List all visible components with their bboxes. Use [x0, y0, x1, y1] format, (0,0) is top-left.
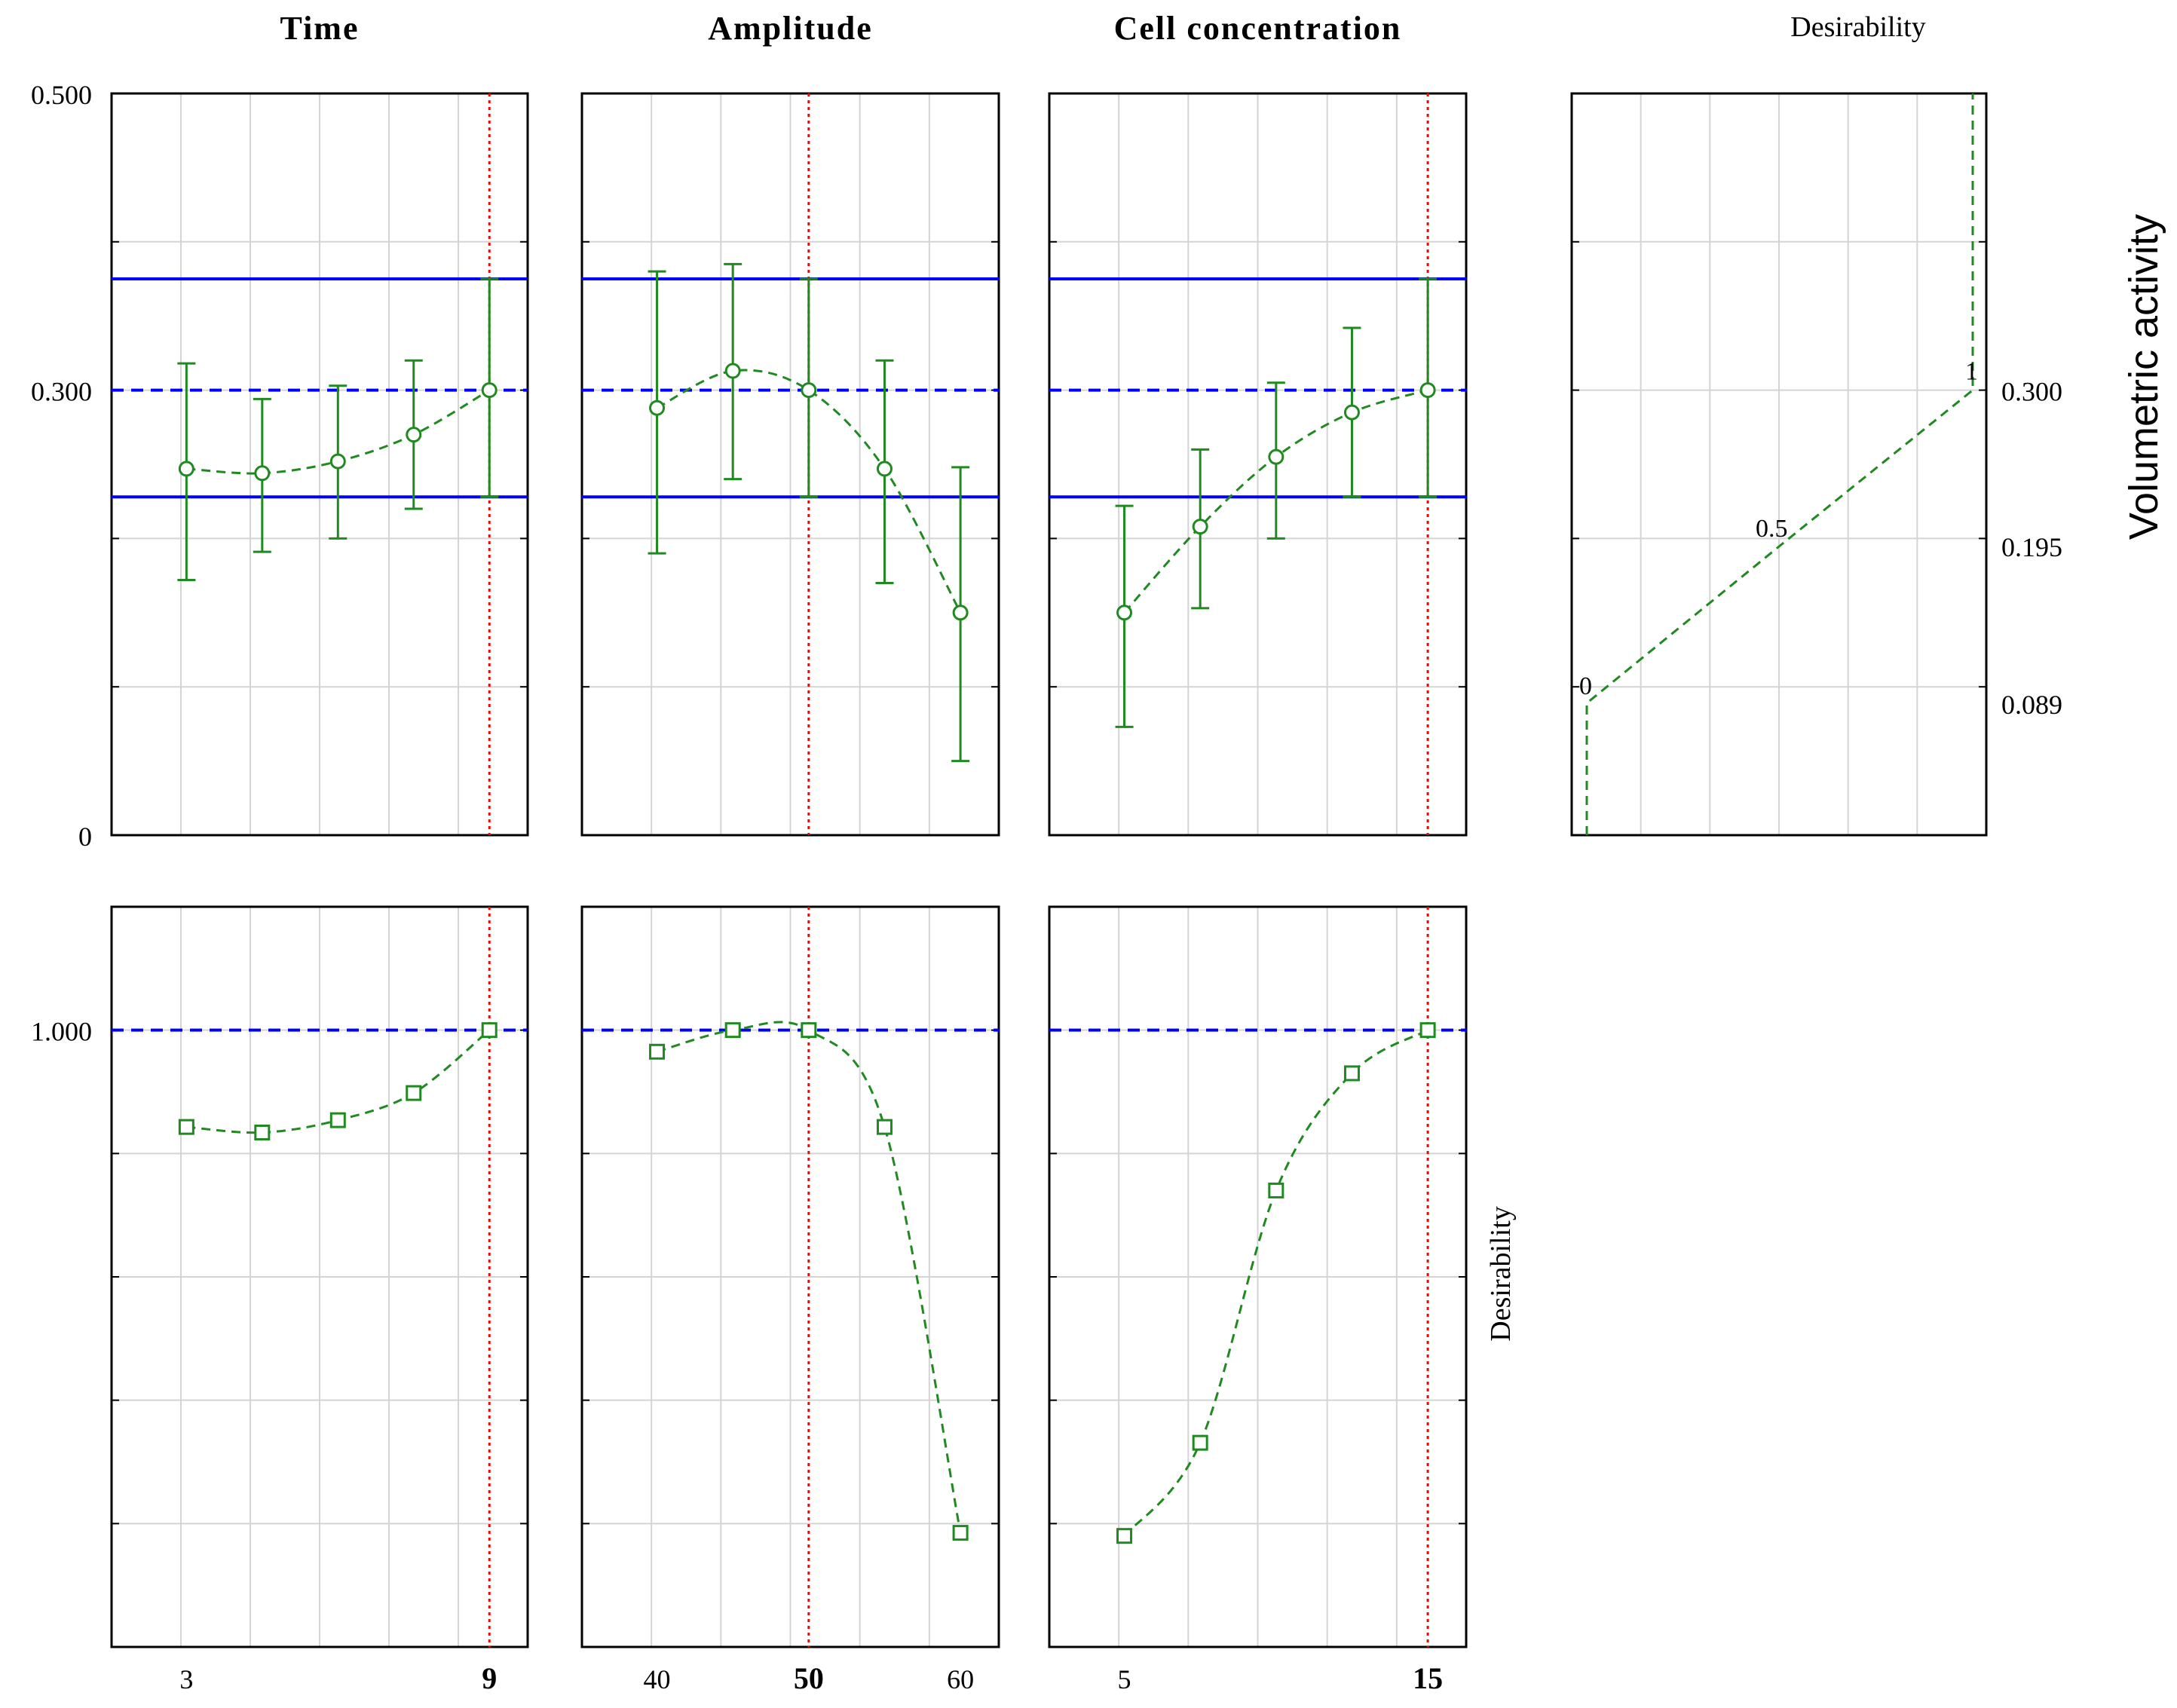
data-point: [254, 465, 271, 482]
data-point: [406, 427, 422, 443]
x-tick-label: 60: [947, 1664, 974, 1694]
bottom-panel-2-frame: [580, 905, 1000, 1648]
data-point: [1268, 448, 1284, 465]
desirability-function-panel-frame: [1570, 92, 1988, 837]
data-point: [1343, 404, 1360, 421]
data-point: [1116, 1528, 1133, 1544]
top-panel-2-frame: [580, 92, 1000, 837]
x-tick-label: 15: [1413, 1661, 1443, 1695]
desirability-function-curve: [1585, 93, 1974, 835]
data-point: [178, 461, 194, 477]
x-tick-label: 9: [482, 1661, 497, 1695]
data-point: [254, 1125, 271, 1141]
top-panel-1-frame: [110, 92, 529, 837]
data-point: [649, 1043, 666, 1060]
right-axis-title: Volumetric activity: [2121, 214, 2166, 540]
desirability-level-label: 1: [1965, 358, 1978, 386]
data-point: [724, 363, 741, 379]
data-point: [801, 1022, 817, 1039]
top-panel-2-grid: [582, 93, 999, 835]
data-point: [952, 1525, 969, 1541]
data-point: [876, 461, 893, 477]
column-title-desirability: Desirability: [1790, 11, 1925, 43]
column-title-cell-concentration: Cell concentration: [1114, 10, 1402, 47]
right-axis-tick-label: 0.089: [2001, 690, 2062, 720]
top-panel-3-grid: [1049, 93, 1466, 835]
data-point: [649, 399, 666, 416]
data-point: [406, 1085, 422, 1101]
desirability-curve: [1123, 1029, 1428, 1537]
top-panel-3-frame: [1048, 92, 1468, 837]
bottom-row-axis-title: Desirability: [1485, 1206, 1517, 1341]
data-point: [724, 1022, 741, 1039]
desirability-level-label: 0: [1579, 672, 1592, 700]
data-point: [1268, 1182, 1284, 1198]
column-title-amplitude: Amplitude: [708, 10, 872, 47]
data-point: [481, 1022, 498, 1039]
bottom-panel-1-frame: [110, 905, 529, 1648]
bottom-panel-1-grid: [112, 907, 528, 1647]
data-point: [178, 1119, 194, 1135]
x-tick-label: 40: [644, 1664, 671, 1694]
data-point: [329, 453, 346, 470]
x-tick-label: 50: [794, 1661, 824, 1695]
bottom-panel-3-frame: [1048, 905, 1468, 1648]
y-tick-label: 0: [78, 822, 92, 852]
data-point: [1192, 1434, 1208, 1451]
bottom-panel-3-grid: [1049, 907, 1466, 1647]
response-curve: [656, 369, 962, 614]
bottom-panel-2-grid: [582, 907, 999, 1647]
x-tick-label: 3: [179, 1664, 193, 1694]
data-point: [952, 605, 969, 621]
y-tick-label: 1.000: [31, 1017, 92, 1047]
desirability-function-panel-grid: [1572, 93, 1986, 835]
data-point: [1192, 519, 1208, 535]
data-point: [329, 1112, 346, 1128]
data-point: [1116, 605, 1133, 621]
data-point: [1419, 1022, 1436, 1039]
right-axis-tick-label: 0.300: [2001, 377, 2062, 407]
x-tick-label: 5: [1118, 1664, 1131, 1694]
top-panel-1-grid: [112, 93, 528, 835]
data-point: [876, 1119, 893, 1135]
y-tick-label: 0.500: [31, 80, 92, 110]
right-axis-tick-label: 0.195: [2001, 532, 2062, 562]
column-title-time: Time: [280, 10, 360, 47]
data-point: [801, 382, 817, 399]
data-point: [481, 382, 498, 399]
desirability-level-label: 0.5: [1756, 515, 1788, 543]
data-point: [1343, 1065, 1360, 1082]
y-tick-label: 0.300: [31, 377, 92, 407]
data-point: [1419, 382, 1436, 399]
desirability-curve: [657, 1021, 962, 1533]
